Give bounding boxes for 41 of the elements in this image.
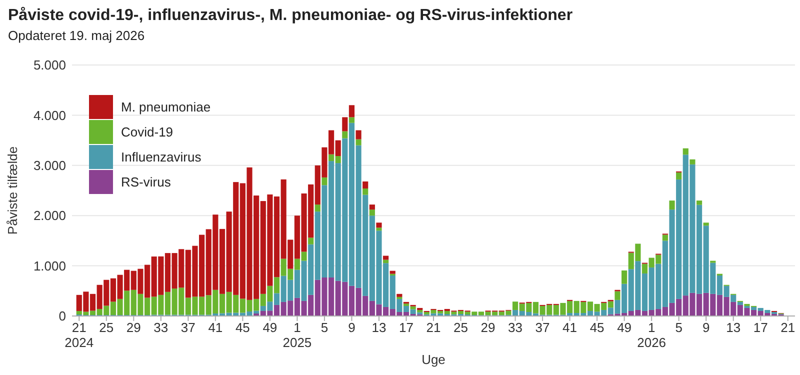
- y-tick-label: 3.000: [33, 158, 66, 173]
- y-tick-label: 2.000: [33, 208, 66, 224]
- x-tick-label: 25: [454, 320, 468, 335]
- x-tick-label: 33: [154, 320, 168, 335]
- x-tick-label: 41: [208, 320, 223, 335]
- x-tick-label: 41: [562, 320, 578, 335]
- x-tick-label: 5: [320, 320, 328, 335]
- y-tick-label: 4.000: [33, 108, 66, 123]
- x-axis-title: Uge: [422, 352, 446, 367]
- x-tick-label: 1 2025: [282, 320, 312, 350]
- y-tick-label: 5.000: [33, 58, 66, 73]
- legend-label: M. pneumoniae: [121, 100, 211, 115]
- x-tick-label: 13: [372, 320, 386, 335]
- legend-label: RS-virus: [121, 174, 172, 190]
- y-tick-label: 1.000: [33, 258, 66, 274]
- chart-subtitle: Opdateret 19. maj 2026: [8, 28, 145, 43]
- x-tick-label: 21: [780, 320, 796, 335]
- x-tick-label: 5: [675, 320, 682, 335]
- x-tick-label: 25: [99, 320, 114, 335]
- x-tick-label: 1 2026: [637, 320, 666, 350]
- x-tick-label: 33: [508, 320, 523, 335]
- x-tick-label: 49: [262, 320, 278, 335]
- legend-label: Covid-19: [121, 124, 174, 140]
- x-tick-label: 45: [590, 320, 604, 335]
- x-tick-label: 21 2024: [64, 320, 94, 350]
- x-tick-label: 37: [535, 320, 550, 335]
- x-tick-label: 13: [726, 320, 741, 335]
- x-tick-label: 17: [753, 320, 768, 335]
- x-tick-label: 49: [617, 320, 632, 335]
- y-axis-title: Påviste tilfælde: [5, 146, 20, 235]
- y-tick-label: 0: [58, 308, 66, 324]
- x-tick-label: 9: [702, 320, 710, 335]
- legend-label: Influenzavirus: [121, 150, 202, 165]
- chart-title: Påviste covid-19-, influenzavirus-, M. pneumoniae- og RS-virus-infektioner: [8, 6, 573, 24]
- x-tick-label: 17: [399, 320, 414, 335]
- x-tick-label: 9: [348, 320, 356, 335]
- x-tick-label: 29: [126, 320, 141, 335]
- x-tick-label: 21: [426, 320, 441, 335]
- x-tick-label: 45: [235, 320, 250, 335]
- x-tick-label: 37: [180, 320, 196, 335]
- x-tick-label: 29: [480, 320, 496, 335]
